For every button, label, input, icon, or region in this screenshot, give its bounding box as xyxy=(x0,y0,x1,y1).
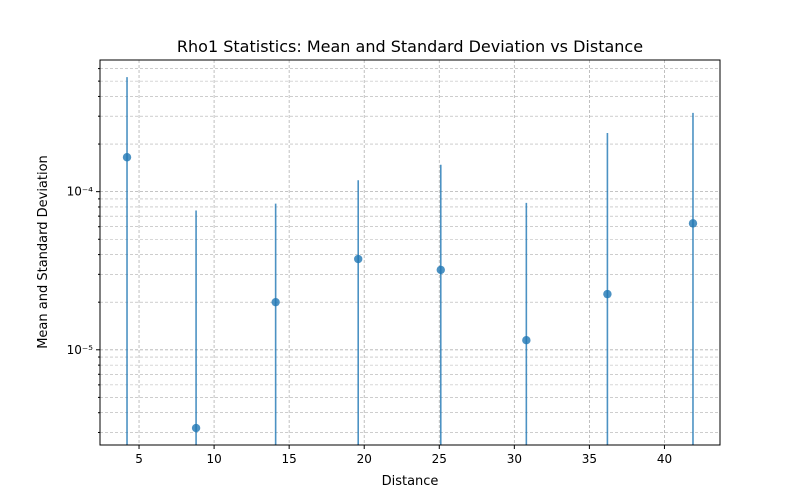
y-axis-label: Mean and Standard Deviation xyxy=(36,155,51,349)
x-tick-label: 30 xyxy=(507,452,522,466)
data-point xyxy=(522,335,531,345)
data-point xyxy=(436,265,445,275)
data-point xyxy=(122,153,132,162)
data-point xyxy=(271,297,280,307)
x-tick-label: 10 xyxy=(206,452,221,466)
data-point xyxy=(354,254,363,264)
data-points xyxy=(122,153,698,433)
x-tick-label: 5 xyxy=(135,452,143,466)
x-tick-label: 35 xyxy=(582,452,597,466)
data-point xyxy=(191,423,201,433)
x-tick-label: 15 xyxy=(282,452,297,466)
plot-frame xyxy=(99,59,721,446)
data-point xyxy=(688,219,698,228)
chart-title: Rho1 Statistics: Mean and Standard Devia… xyxy=(177,37,643,56)
x-tick-label: 40 xyxy=(657,452,672,466)
error-bars xyxy=(126,77,694,445)
x-axis-label: Distance xyxy=(382,474,439,489)
y-tick-label: 10⁻⁵ xyxy=(67,343,94,357)
data-point xyxy=(603,289,612,299)
y-tick-label: 10⁻⁴ xyxy=(67,185,94,199)
y-axis-ticks: 10⁻⁵ 10⁻⁴ xyxy=(67,68,100,433)
x-tick-label: 25 xyxy=(432,452,447,466)
grid xyxy=(100,60,720,445)
x-tick-label: 20 xyxy=(357,452,372,466)
x-axis-ticks: 5 10 15 20 25 30 35 40 xyxy=(135,445,672,466)
